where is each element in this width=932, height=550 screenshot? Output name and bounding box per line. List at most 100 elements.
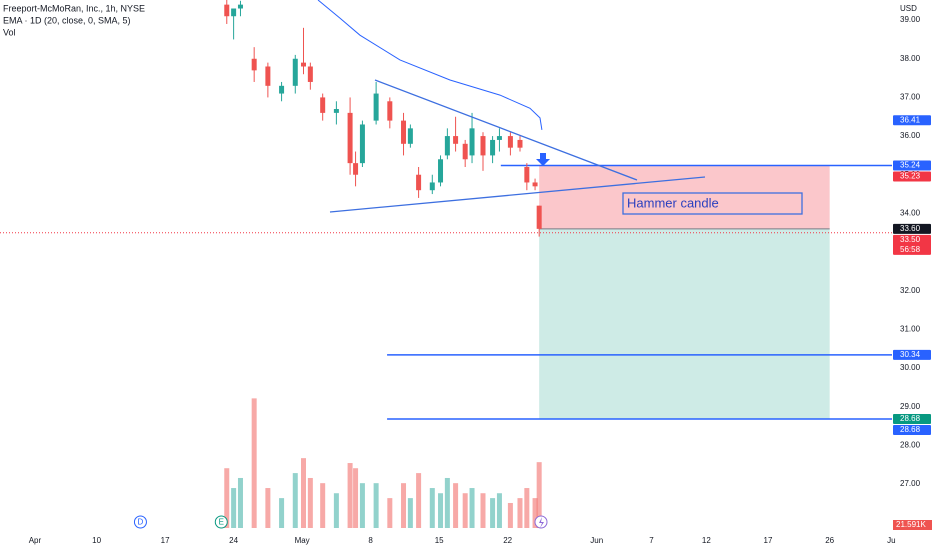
price-label-bg	[893, 414, 931, 425]
volume-title: Vol	[3, 27, 16, 37]
candle-body	[462, 143, 468, 160]
volume-bar	[429, 488, 435, 528]
candle-body	[401, 120, 407, 144]
candle-body	[279, 85, 285, 94]
ema-line	[317, 0, 543, 130]
x-tick-label: Jun	[590, 536, 603, 545]
volume-bar	[490, 498, 496, 528]
price-label: 33.60	[900, 224, 921, 233]
x-tick-label: 12	[702, 536, 711, 545]
volume-bar	[496, 493, 502, 528]
candle-body	[224, 4, 230, 17]
candle-body	[387, 101, 393, 121]
price-axis	[892, 0, 932, 550]
volume-bar	[401, 483, 407, 528]
axis-layer: 27.0028.0029.0030.0031.0032.0033.0034.00…	[29, 15, 932, 545]
volume-bar	[507, 502, 513, 528]
volume-bar	[231, 488, 237, 528]
x-tick-label: Apr	[29, 536, 42, 545]
volume-bar	[359, 483, 365, 528]
candle-body	[524, 167, 530, 183]
candle-body	[347, 112, 353, 164]
volume-bar	[292, 473, 298, 528]
volume-bar	[444, 477, 450, 528]
price-layer	[0, 0, 892, 420]
candle-body	[407, 128, 413, 144]
x-tick-label: 17	[161, 536, 170, 545]
y-tick-label: 36.00	[900, 131, 921, 140]
volume-bar	[387, 498, 393, 528]
candle-body	[507, 136, 513, 148]
x-tick-label: 26	[825, 536, 834, 545]
countdown: 56:58	[900, 245, 921, 254]
volume-bar	[517, 498, 523, 528]
price-label: 28.68	[900, 425, 921, 434]
volume-bar	[536, 462, 542, 528]
price-label-bg	[893, 349, 931, 360]
candle-body	[333, 109, 339, 113]
price-label: 35.23	[900, 172, 921, 181]
y-tick-label: 31.00	[900, 324, 921, 333]
volume-bar	[532, 498, 538, 528]
volume-bar	[373, 483, 379, 528]
candle-body	[532, 182, 538, 187]
x-tick-label: 8	[368, 536, 373, 545]
candle-body	[444, 136, 450, 156]
event-label: E	[219, 518, 224, 527]
x-tick-label: 22	[503, 536, 512, 545]
candle-body	[265, 66, 271, 86]
price-label-bg	[893, 234, 931, 255]
y-tick-label: 29.00	[900, 402, 921, 411]
volume-bar	[416, 473, 422, 528]
volume-bar	[307, 477, 313, 528]
candle-body	[237, 4, 243, 9]
candle-body	[517, 139, 523, 148]
candle-body	[251, 58, 257, 71]
volume-bar	[353, 468, 359, 528]
x-tick-label: Ju	[887, 536, 895, 545]
chart-title: Freeport-McMoRan, Inc., 1h, NYSE	[3, 3, 145, 13]
candle-body	[453, 136, 459, 144]
volume-bar	[407, 498, 413, 528]
annotation: Hammer candle	[627, 195, 719, 210]
trend-line	[374, 79, 638, 181]
candle-body	[373, 93, 379, 121]
x-tick-label: 10	[92, 536, 101, 545]
volume-bar	[347, 463, 353, 528]
volume-bar	[480, 493, 486, 528]
x-tick-label: May	[295, 536, 310, 545]
indicator-label: EMA · 1D (20, close, 0, SMA, 5)	[3, 15, 131, 25]
y-tick-label: 34.00	[900, 209, 921, 218]
volume-bar	[524, 488, 530, 528]
stop-zone	[539, 165, 830, 229]
volume-bar	[265, 488, 271, 528]
trend-line	[329, 176, 706, 213]
volume-label-bg	[893, 520, 932, 530]
candle-body	[300, 62, 306, 67]
volume-bar	[462, 493, 468, 528]
y-tick-label: 30.00	[900, 363, 921, 372]
volume-layer	[224, 398, 542, 528]
x-tick-label: 15	[435, 536, 444, 545]
position-layer	[539, 165, 830, 420]
candle-body	[307, 66, 313, 82]
currency: USD	[900, 4, 917, 13]
event-label: D	[138, 518, 144, 527]
y-tick-label: 37.00	[900, 93, 921, 102]
volume-bar	[300, 458, 306, 528]
volume-bar	[237, 477, 243, 528]
arrow-down	[536, 153, 550, 166]
candle-body	[469, 128, 475, 156]
price-label: 33.50	[900, 235, 921, 244]
annotation-box	[622, 192, 803, 215]
y-tick-label: 28.00	[900, 440, 921, 449]
volume-bar	[224, 468, 230, 528]
price-label-bg	[893, 115, 931, 126]
candle-body	[536, 205, 542, 229]
candle-body	[490, 139, 496, 156]
volume-bar	[320, 483, 326, 528]
price-label-bg	[893, 171, 931, 182]
candle-body	[320, 97, 326, 113]
